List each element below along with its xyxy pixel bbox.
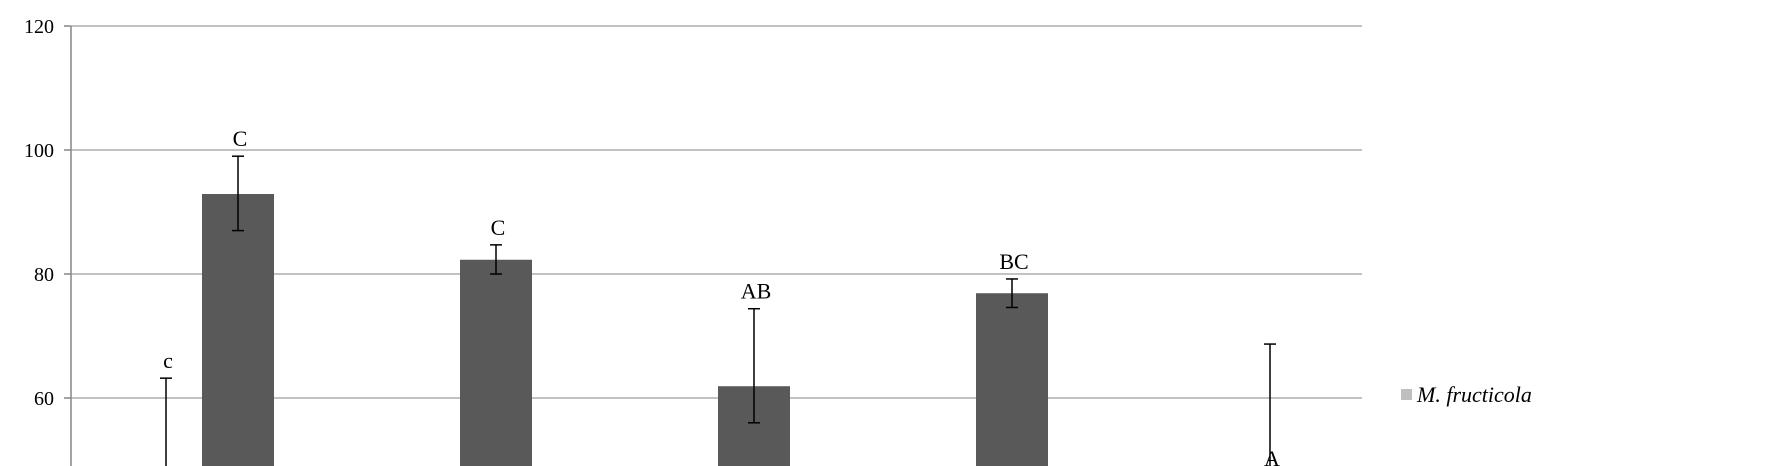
- legend-label: M. fructicola: [1416, 382, 1532, 407]
- gridlines: [71, 25, 1362, 399]
- significance-labels: c C C AB BC A: [163, 126, 1280, 466]
- y-tick-label-80: 80: [34, 264, 54, 286]
- significance-label-1-5: A: [1264, 446, 1280, 466]
- bar-1-1: [202, 194, 274, 466]
- y-tick-label-120: 120: [24, 16, 54, 38]
- significance-label-1-1: C: [233, 126, 248, 151]
- legend: M. fructicola: [1401, 382, 1532, 407]
- significance-label-0-0: c: [163, 348, 173, 373]
- bars: [202, 194, 1048, 466]
- significance-label-1-4: BC: [999, 249, 1028, 274]
- bar-1-4: [976, 293, 1048, 466]
- significance-label-1-2: C: [491, 215, 506, 240]
- bar-1-2: [460, 259, 532, 466]
- y-axis-ticks: 60 80 100 120: [24, 16, 71, 410]
- legend-swatch: [1401, 389, 1412, 400]
- significance-label-1-3: AB: [741, 279, 772, 304]
- error-bars: [160, 155, 1276, 466]
- y-tick-label-60: 60: [34, 388, 54, 410]
- y-tick-label-100: 100: [24, 140, 54, 162]
